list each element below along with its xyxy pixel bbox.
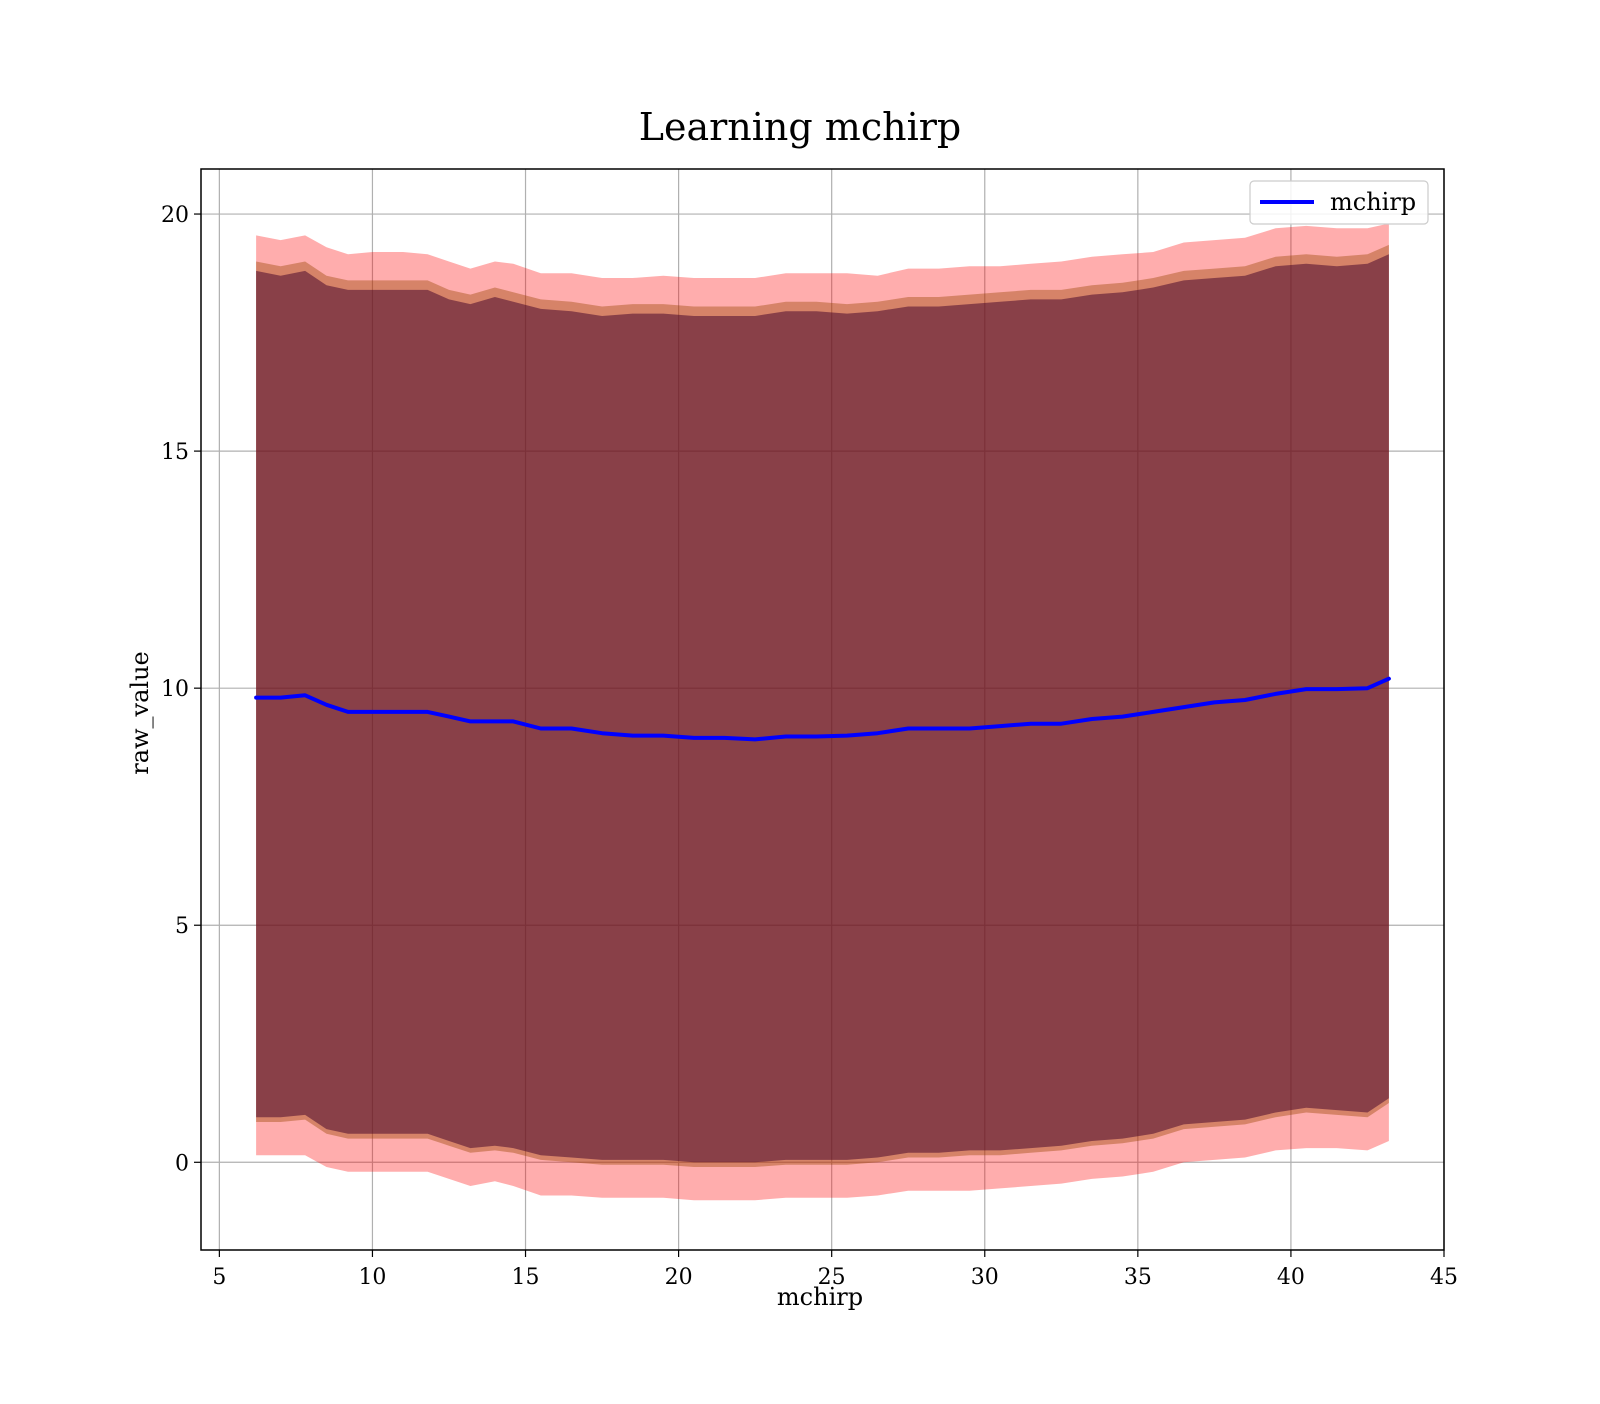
- y-axis-label: raw_value: [126, 651, 154, 775]
- x-tick-label: 15: [512, 1265, 540, 1290]
- y-tick-label: 15: [161, 440, 189, 465]
- series-lines: [254, 676, 1391, 742]
- confidence-band-3: [256, 254, 1389, 1163]
- x-tick-label: 35: [1124, 1265, 1152, 1290]
- x-axis-ticks: 5 10 15 20 25 30 35 40 45: [212, 1250, 1458, 1290]
- y-tick-label: 0: [175, 1151, 189, 1176]
- y-tick-label: 5: [175, 914, 189, 939]
- y-tick-label: 10: [161, 677, 189, 702]
- y-tick-label: 20: [161, 203, 189, 228]
- plot-frame: [200, 168, 1445, 1251]
- x-tick-label: 40: [1277, 1265, 1305, 1290]
- x-tick-label: 25: [818, 1265, 846, 1290]
- legend: mchirp: [1249, 180, 1429, 225]
- x-tick-label: 10: [358, 1265, 386, 1290]
- x-tick-label: 45: [1430, 1265, 1458, 1290]
- x-tick-label: 20: [665, 1265, 693, 1290]
- y-axis-ticks: 0 5 10 15 20: [161, 203, 201, 1176]
- legend-box: [1249, 180, 1429, 225]
- x-tick-label: 5: [212, 1265, 226, 1290]
- x-axis-label: mchirp: [777, 1283, 863, 1311]
- confidence-bands: [256, 223, 1389, 1201]
- x-tick-label: 30: [971, 1265, 999, 1290]
- legend-label: mchirp: [1330, 188, 1416, 216]
- chart-title: Learning mchirp: [639, 105, 961, 149]
- series-line-mchirp: [254, 676, 1391, 742]
